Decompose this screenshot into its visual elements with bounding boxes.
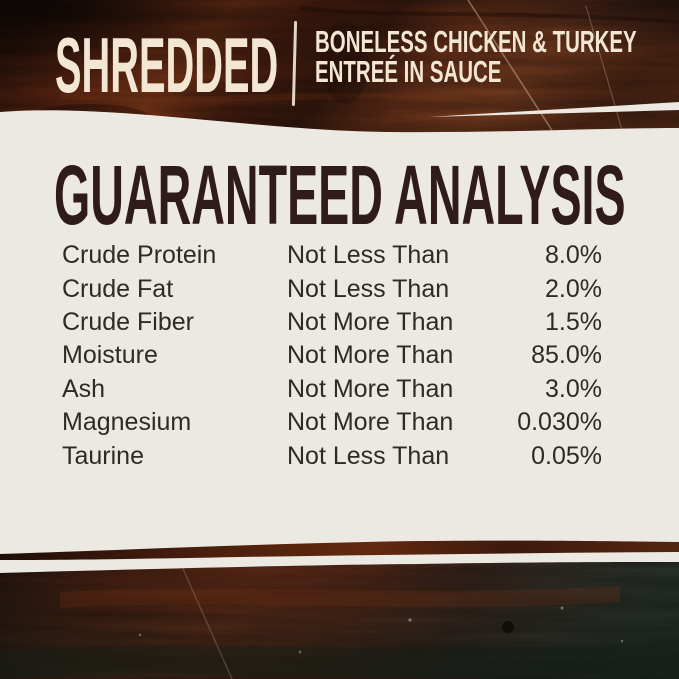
qualifier: Not Less Than: [287, 274, 450, 303]
nutrient-name: Crude Protein: [62, 241, 217, 270]
guaranteed-analysis-table: Crude Protein Not Less Than 8.0% Crude F…: [62, 239, 602, 473]
nutrient-name: Ash: [62, 374, 106, 403]
variety-line1: BONELESS CHICKEN & TURKEY: [315, 24, 637, 59]
nutrient-value: 2.0%: [545, 274, 602, 303]
table-row: Ash Not More Than 3.0%: [62, 373, 602, 406]
qualifier: Not More Than: [287, 408, 454, 437]
variety-name: BONELESS CHICKEN & TURKEY ENTREÉ IN SAUC…: [315, 24, 679, 89]
nutrient-value: 0.030%: [517, 408, 602, 437]
table-row: Moisture Not More Than 85.0%: [62, 339, 602, 372]
table-row: Crude Fat Not Less Than 2.0%: [62, 272, 602, 305]
product-line-title: SHREDDED: [55, 26, 493, 104]
table-row: Crude Protein Not Less Than 8.0%: [62, 239, 602, 272]
qualifier: Not More Than: [287, 341, 454, 370]
nutrient-name: Moisture: [62, 341, 158, 370]
table-row: Magnesium Not More Than 0.030%: [62, 406, 602, 439]
table-row: Crude Fiber Not More Than 1.5%: [62, 306, 602, 339]
nutrient-value: 8.0%: [545, 241, 602, 270]
nutrient-name: Crude Fiber: [62, 307, 194, 336]
table-row: Taurine Not Less Than 0.05%: [62, 439, 602, 472]
qualifier: Not Less Than: [287, 241, 450, 270]
guaranteed-analysis-heading-text: GUARANTEED ANALYSIS: [54, 148, 626, 242]
nutrient-name: Magnesium: [62, 408, 192, 437]
nutrient-name: Crude Fat: [62, 274, 174, 303]
guaranteed-analysis-heading: GUARANTEED ANALYSIS: [54, 153, 679, 237]
nutrient-value: 85.0%: [531, 341, 602, 370]
qualifier: Not More Than: [287, 374, 454, 403]
nutrient-value: 3.0%: [545, 374, 602, 403]
product-line-text: SHREDDED: [55, 21, 279, 109]
nutrient-value: 0.05%: [531, 441, 602, 470]
nutrient-name: Taurine: [62, 441, 144, 470]
qualifier: Not Less Than: [287, 441, 450, 470]
nutrient-value: 1.5%: [545, 307, 602, 336]
variety-line2: ENTREÉ IN SAUCE: [315, 54, 502, 89]
qualifier: Not More Than: [287, 307, 454, 336]
